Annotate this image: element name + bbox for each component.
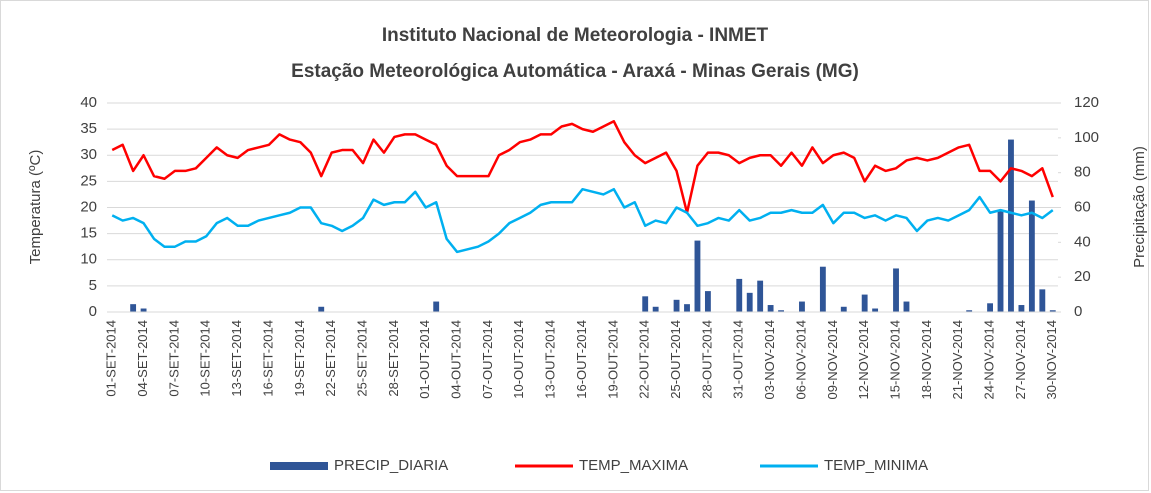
bar <box>767 305 774 312</box>
x-tick-label: 15-NOV-2014 <box>887 320 902 400</box>
x-tick-label: 24-NOV-2014 <box>982 320 997 400</box>
y-tick-label: 30 <box>80 146 97 163</box>
bar <box>987 303 993 312</box>
bar <box>861 294 868 312</box>
y-tick-label: 25 <box>80 172 97 189</box>
y2-tick-label: 80 <box>1074 164 1091 181</box>
y-tick-label: 0 <box>89 303 97 320</box>
y-tick-label: 40 <box>80 94 97 111</box>
bar <box>1039 289 1046 312</box>
y2-tick-label: 120 <box>1074 94 1099 111</box>
bar <box>757 280 764 312</box>
y-tick-label: 10 <box>80 251 97 268</box>
y-tick-label: 20 <box>80 198 97 215</box>
x-tick-label: 13-OUT-2014 <box>543 320 558 399</box>
bar <box>318 306 325 312</box>
x-tick-label: 07-OUT-2014 <box>480 320 495 399</box>
x-tick-label: 25-OUT-2014 <box>668 320 683 399</box>
line <box>111 120 1054 214</box>
y2-tick-label: 60 <box>1074 198 1091 215</box>
chart-title: Instituto Nacional de Meteorologia - INM… <box>382 25 769 46</box>
bar <box>778 310 784 312</box>
bar <box>872 308 879 312</box>
bar <box>799 301 805 312</box>
bar <box>840 306 847 312</box>
bar <box>140 308 147 312</box>
legend-swatch <box>270 462 328 470</box>
bar <box>819 266 826 312</box>
y2-axis-label: Precipitação (mm) <box>1131 146 1148 268</box>
x-tick-label: 18-NOV-2014 <box>919 320 934 400</box>
legend-label: TEMP_MAXIMA <box>579 457 688 474</box>
x-tick-label: 25-SET-2014 <box>354 320 369 397</box>
x-tick-label: 10-OUT-2014 <box>511 320 526 399</box>
bar <box>893 268 899 312</box>
bar <box>433 301 440 312</box>
bar <box>1018 305 1025 312</box>
x-tick-label: 19-OUT-2014 <box>605 320 620 399</box>
x-tick-label: 04-SET-2014 <box>135 320 150 397</box>
bar <box>694 240 701 312</box>
bar <box>704 291 711 312</box>
bar <box>903 301 910 312</box>
bar <box>997 210 1004 312</box>
x-tick-label: 22-SET-2014 <box>323 320 338 397</box>
bar <box>684 304 690 312</box>
bar <box>966 310 973 312</box>
bar <box>130 304 137 312</box>
bar <box>642 296 649 312</box>
bar <box>1049 310 1056 312</box>
y2-tick-label: 40 <box>1074 233 1091 250</box>
x-tick-label: 13-SET-2014 <box>229 320 244 397</box>
bar <box>1028 200 1035 312</box>
y-tick-label: 35 <box>80 120 97 137</box>
x-tick-label: 19-SET-2014 <box>292 320 307 397</box>
y2-tick-label: 20 <box>1074 268 1091 285</box>
x-tick-label: 01-SET-2014 <box>104 320 119 397</box>
x-tick-label: 22-OUT-2014 <box>637 320 652 399</box>
x-tick-label: 31-OUT-2014 <box>731 320 746 399</box>
x-tick-label: 28-SET-2014 <box>386 320 401 397</box>
x-tick-label: 01-OUT-2014 <box>417 320 432 399</box>
bar <box>746 292 753 312</box>
y2-tick-label: 100 <box>1074 129 1099 146</box>
y-tick-label: 5 <box>89 277 97 294</box>
bar <box>1008 139 1014 312</box>
bar <box>736 278 743 312</box>
x-tick-label: 16-OUT-2014 <box>574 320 589 399</box>
bar <box>652 306 659 312</box>
y-tick-label: 15 <box>80 225 97 242</box>
x-tick-label: 21-NOV-2014 <box>950 320 965 400</box>
x-tick-label: 30-NOV-2014 <box>1044 320 1059 400</box>
legend-label: TEMP_MINIMA <box>824 457 928 474</box>
x-tick-label: 03-NOV-2014 <box>762 320 777 400</box>
x-tick-label: 28-OUT-2014 <box>699 320 714 399</box>
x-tick-label: 04-OUT-2014 <box>449 320 464 399</box>
x-tick-label: 06-NOV-2014 <box>793 320 808 400</box>
y-axis-label: Temperatura (ºC) <box>27 150 44 265</box>
line <box>111 187 1054 254</box>
x-tick-label: 27-NOV-2014 <box>1013 320 1028 400</box>
legend-label: PRECIP_DIARIA <box>334 457 448 474</box>
x-tick-label: 07-SET-2014 <box>166 320 181 397</box>
x-tick-label: 10-SET-2014 <box>198 320 213 397</box>
x-tick-label: 16-SET-2014 <box>260 320 275 397</box>
chart-subtitle: Estação Meteorológica Automática - Araxá… <box>291 61 859 82</box>
x-tick-label: 09-NOV-2014 <box>825 320 840 400</box>
x-tick-label: 12-NOV-2014 <box>856 320 871 400</box>
bar <box>673 299 680 312</box>
y2-tick-label: 0 <box>1074 303 1082 320</box>
